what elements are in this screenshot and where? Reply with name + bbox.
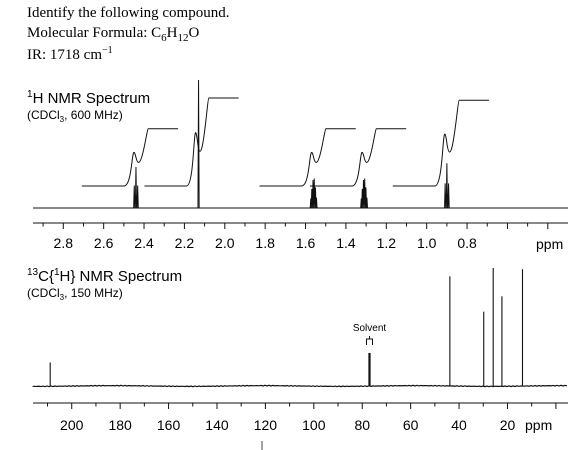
h-nmr-title: 1H NMR Spectrum xyxy=(27,89,150,107)
c-baseline xyxy=(32,384,568,388)
h-integral-curve xyxy=(392,99,489,187)
h-integral-curve xyxy=(81,128,179,187)
h-tick-label: 2.4 xyxy=(134,235,154,251)
c-nmr-conditions: (CDCl3, 150 MHz) xyxy=(27,286,123,302)
h-tick-label: 1.4 xyxy=(336,235,356,251)
h-nmr-plot: 2.8 2.6 2.4 2.2 2.0 1.8 1.6 1.4 1.2 1.0 0.8 xyxy=(33,79,568,251)
problem-prompt: Identify the following compound. xyxy=(27,5,229,21)
c-tick-label: 140 xyxy=(205,417,229,433)
h-integral-curve xyxy=(259,128,356,187)
h-tick-label: 2.6 xyxy=(94,235,114,251)
c-tick-label: 40 xyxy=(451,417,467,433)
h-tick-label: 0.8 xyxy=(457,235,477,251)
ir-superscript: −1 xyxy=(102,45,113,56)
c-tick-label: 100 xyxy=(302,417,326,433)
h-tick-label: 1.2 xyxy=(377,235,397,251)
c-tick-label: 80 xyxy=(354,417,370,433)
c-nmr-plot: 200 180 160 140 120 100 80 60 40 20 Solvent xyxy=(32,268,568,433)
c-nmr-title: 13C{1H} NMR Spectrum xyxy=(27,267,182,285)
h-nmr-xlabel: ppm xyxy=(536,236,563,252)
text-part: 12 xyxy=(178,32,189,44)
text-part: C xyxy=(151,25,161,41)
c-tick-label: 200 xyxy=(60,417,84,433)
c-tick-label: 60 xyxy=(403,417,419,433)
title-superscript: 1 xyxy=(27,89,33,100)
h-tick-label: 2.0 xyxy=(215,235,235,251)
text-part: 3 xyxy=(60,293,65,302)
solvent-label: Solvent xyxy=(353,323,387,334)
formula-label: Molecular Formula: xyxy=(27,25,151,41)
h-spectrum-trace xyxy=(33,79,568,209)
c-tick-label: 120 xyxy=(254,417,278,433)
title-main: C{ xyxy=(38,268,54,285)
h-tick-label: 2.8 xyxy=(54,235,74,251)
c-tick-label: 20 xyxy=(500,417,516,433)
h-tick-label: 1.0 xyxy=(417,235,437,251)
text-part: H xyxy=(167,25,178,41)
h-integral-curve xyxy=(309,128,407,187)
text-part: , 600 MHz) xyxy=(64,108,123,122)
solvent-bracket xyxy=(365,336,373,345)
h-tick-label: 2.2 xyxy=(175,235,195,251)
text-part: (CDCl xyxy=(27,286,60,300)
c-nmr-xlabel: ppm xyxy=(525,417,552,433)
title-superscript: 13 xyxy=(27,267,39,278)
title-tail: H} NMR Spectrum xyxy=(60,268,183,285)
h-integral-curve xyxy=(144,97,239,187)
title-main: H NMR Spectrum xyxy=(33,90,151,107)
text-part: 6 xyxy=(161,32,167,44)
text-part: , 150 MHz) xyxy=(64,286,123,300)
text-part: O xyxy=(189,25,200,41)
c-tick-label: 180 xyxy=(108,417,132,433)
ir-label: IR: 1718 cm xyxy=(27,47,102,63)
h-nmr-conditions: (CDCl3, 600 MHz) xyxy=(27,108,123,124)
text-part: (CDCl xyxy=(27,108,60,122)
title-superscript: 1 xyxy=(54,267,60,278)
text-part: 3 xyxy=(60,115,65,124)
c-tick-label: 160 xyxy=(157,417,181,433)
h-tick-label: 1.8 xyxy=(255,235,275,251)
ir-absorption: IR: 1718 cm−1 xyxy=(27,45,113,63)
h-tick-label: 1.6 xyxy=(296,235,316,251)
molecular-formula: Molecular Formula: C6H12O xyxy=(27,25,200,44)
